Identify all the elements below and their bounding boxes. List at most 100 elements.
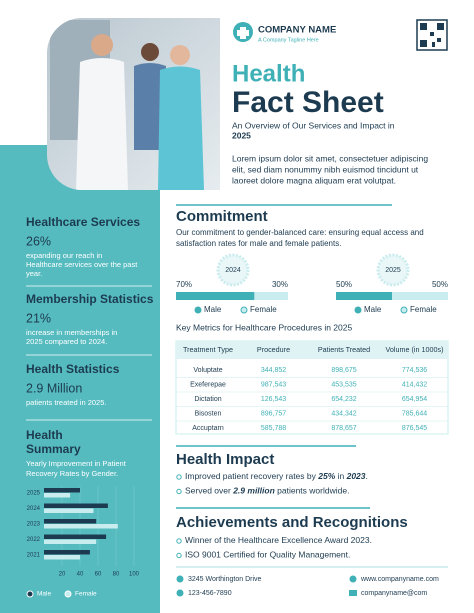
table-cell: 453,535 — [331, 381, 356, 388]
year-badge — [376, 253, 410, 287]
footer-icons — [176, 575, 357, 597]
side-separators — [26, 285, 152, 421]
chart-title: Summary — [26, 442, 81, 456]
stat-title: Health Statistics — [26, 362, 120, 376]
bullet — [176, 538, 182, 544]
intro-text: elit, sed diam nonummy nibh euismod tinc… — [232, 164, 419, 174]
legend-swatch — [64, 590, 72, 598]
table-cell: 434,342 — [331, 410, 356, 417]
table-cell: 785,644 — [402, 410, 427, 417]
bullet — [176, 488, 182, 495]
bullet — [176, 552, 182, 559]
table-title: Key Metrics for Healthcare Procedures in… — [176, 322, 352, 332]
table-cell: 585,788 — [261, 425, 286, 432]
legend-swatch — [400, 306, 408, 314]
table-header-bg — [176, 341, 448, 359]
bar — [44, 550, 90, 555]
table-cell: Dictation — [194, 396, 221, 403]
bar — [44, 519, 97, 524]
footer-website: www.companyname.com — [360, 576, 439, 583]
year-label: 2024 — [225, 267, 241, 274]
stat-text: year. — [26, 269, 42, 278]
bullet-text: Winner of the Healthcare Excellence Awar… — [185, 535, 372, 545]
footer-phone: 123-456-7890 — [188, 590, 232, 597]
y-tick-label: 2024 — [27, 506, 41, 512]
table-cell: 896,757 — [261, 410, 286, 417]
qr-block — [432, 42, 435, 47]
photo — [47, 18, 220, 190]
bar-segment — [176, 292, 255, 300]
title: Health — [232, 60, 305, 87]
table-header: Volume (in 1000s) — [386, 345, 444, 354]
person-head — [91, 34, 113, 56]
icon-phone — [176, 589, 184, 597]
stat-value: 26% — [26, 234, 51, 248]
title: Fact Sheet — [232, 86, 384, 119]
qr-block — [420, 23, 427, 30]
table-header: Treatment Type — [183, 345, 233, 354]
chart-subtitle: Yearly Improvement in Patient — [26, 459, 127, 468]
legend-label: Male — [204, 305, 222, 314]
chart-subtitle: Recovery Rates by Gender. — [26, 469, 118, 478]
table-cell: Voluptate — [193, 367, 222, 374]
table-cell: 898,675 — [331, 367, 356, 374]
company-name: COMPANY NAME — [258, 25, 336, 36]
text-run: ISO 9001 Certified for Quality Managemen… — [185, 550, 350, 560]
bar — [44, 555, 80, 560]
bullet-text: Improved patient recovery rates by 25% i… — [185, 471, 368, 481]
table-cell: 126,543 — [261, 396, 286, 403]
qr-block — [430, 32, 434, 36]
bar — [44, 524, 118, 529]
table-cell: 774,536 — [402, 367, 427, 374]
person-coat — [76, 58, 128, 190]
emphasis: 2023 — [346, 471, 366, 481]
legend-swatch — [194, 306, 202, 314]
stat-text: 2025 compared to 2024. — [26, 337, 107, 346]
icon-location — [176, 575, 184, 583]
table-cell: 414,432 — [402, 381, 427, 388]
qr-block — [437, 23, 444, 30]
value-label: 70% — [176, 280, 192, 289]
table-cell: 876,545 — [402, 425, 427, 432]
bar — [44, 539, 97, 544]
table-cell: Accuptarn — [192, 425, 224, 432]
stat-value: 21% — [26, 311, 51, 325]
x-tick-label: 40 — [77, 572, 84, 578]
x-tick-label: 80 — [113, 572, 120, 578]
text-run: Improved patient recovery rates by — [185, 471, 318, 481]
value-label: 30% — [272, 280, 288, 289]
bar — [44, 488, 80, 493]
text-run: in — [335, 471, 346, 481]
section-title: Achievements and Recognitions — [176, 514, 408, 531]
y-tick-label: 2025 — [27, 491, 41, 497]
table-cell: Bisosten — [195, 410, 222, 417]
table-cell: 344,852 — [261, 367, 286, 374]
subtitle: An Overview of Our Services and Impact i… — [232, 120, 395, 130]
legend-swatch — [240, 306, 248, 314]
year-label: 2025 — [385, 267, 401, 274]
bar-segment — [254, 292, 288, 300]
table-cell: 987,543 — [261, 381, 286, 388]
icon-web — [349, 575, 357, 583]
legend-label: Female — [75, 591, 97, 598]
section-text: satisfaction rates for male and female p… — [176, 239, 341, 248]
x-tick-label: 100 — [129, 572, 140, 578]
bullet-text: Served over 2.9 million patients worldwi… — [185, 486, 349, 496]
icon-mail — [349, 590, 357, 596]
table-header: Procedure — [257, 345, 290, 354]
legend-label: Male — [37, 591, 51, 598]
section-title: Health Impact — [176, 451, 274, 468]
y-tick-label: 2021 — [27, 553, 41, 559]
section-title: Commitment — [176, 208, 268, 225]
text-run: Winner of the Healthcare Excellence Awar… — [185, 535, 372, 545]
stat-title: Healthcare Services — [26, 215, 140, 229]
qr-frame — [416, 19, 448, 51]
text-run: Served over — [185, 486, 233, 496]
bullet — [176, 474, 182, 480]
stat-text: expanding our reach in — [26, 251, 102, 260]
emphasis: 2.9 million — [232, 486, 275, 496]
bar — [44, 503, 108, 508]
bar — [44, 534, 107, 539]
logo-cross — [237, 27, 249, 39]
subtitle-year: 2025 — [232, 130, 251, 140]
